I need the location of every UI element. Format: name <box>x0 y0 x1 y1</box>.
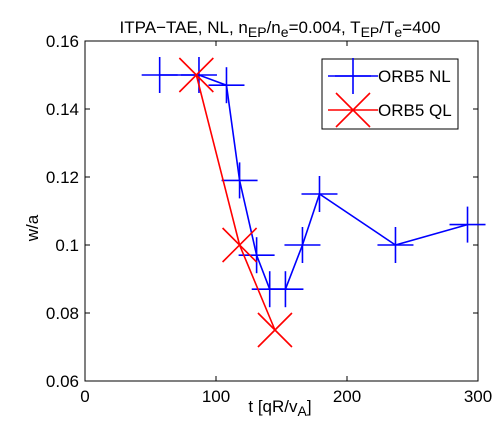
chart_data.xlabel_parts-part: A <box>298 403 308 419</box>
chart_data.title_parts-part: EP <box>361 24 380 40</box>
legend-entry: ORB5 QL <box>328 92 452 128</box>
chart_data.title_parts-part: /n <box>267 18 281 37</box>
legend-marker-b <box>335 92 371 128</box>
y-tick-label: 0.1 <box>55 236 79 255</box>
chart_data.title_parts-part: /T <box>379 18 394 37</box>
x-tick-label: 0 <box>80 387 89 406</box>
chart_data.title_parts-part: EP <box>248 24 267 40</box>
chart_data.title_parts-part: =400 <box>402 18 440 37</box>
x-tick-label: 200 <box>333 387 361 406</box>
legend-marker <box>335 58 371 94</box>
legend: ORB5 NL ORB5 QL <box>321 58 459 130</box>
series-2 <box>178 57 293 348</box>
data-point <box>208 67 245 104</box>
chart-title: ITPA−TAE, NL, nEP/ne=0.004, TEP/Te=400 <box>120 18 441 40</box>
chart_data.xlabel_parts-part: ] <box>307 397 312 416</box>
chart_data.xlabel_parts-part: t [qR/v <box>248 397 298 416</box>
y-tick-label: 0.12 <box>46 168 79 187</box>
chart_data.title_parts-part: e <box>394 24 402 40</box>
data-point <box>257 312 293 348</box>
y-tick-label: 0.06 <box>46 372 79 391</box>
data-point <box>377 227 414 263</box>
legend-entry: ORB5 NL <box>328 58 451 94</box>
x-tick-label: 100 <box>202 387 230 406</box>
series-line <box>195 74 276 331</box>
data-point <box>449 206 486 243</box>
y-axis-label: w/a <box>23 214 42 242</box>
plot-area: 0 100 200 300 0.06 0.08 0.1 0.12 0.14 0.16 ORB5 NL… <box>46 32 492 406</box>
chart_data.title_parts-part: e <box>281 24 289 40</box>
x-axis-label: t [qR/vA] <box>248 397 311 419</box>
data-point <box>141 57 178 93</box>
data-point <box>284 227 321 263</box>
data-point <box>221 162 258 199</box>
data-point-b <box>178 57 214 93</box>
x-tick-label: 300 <box>464 387 492 406</box>
data-point <box>301 176 338 212</box>
axes-box <box>84 40 479 382</box>
legend-marker <box>335 92 371 128</box>
y-tick-label: 0.16 <box>46 32 79 51</box>
y-tick-label: 0.08 <box>46 304 79 323</box>
legend-label: ORB5 QL <box>378 101 452 120</box>
data-point <box>178 57 214 93</box>
y-tick-label: 0.14 <box>46 100 79 119</box>
data-point-b <box>222 227 258 263</box>
data-point-b <box>257 312 293 348</box>
legend-label: ORB5 NL <box>378 67 451 86</box>
data-point <box>267 271 304 308</box>
chart_data.title_parts-part: ITPA−TAE, NL, n <box>120 18 248 37</box>
chart_data.title_parts-part: =0.004, T <box>289 18 361 37</box>
data-point <box>222 227 258 263</box>
